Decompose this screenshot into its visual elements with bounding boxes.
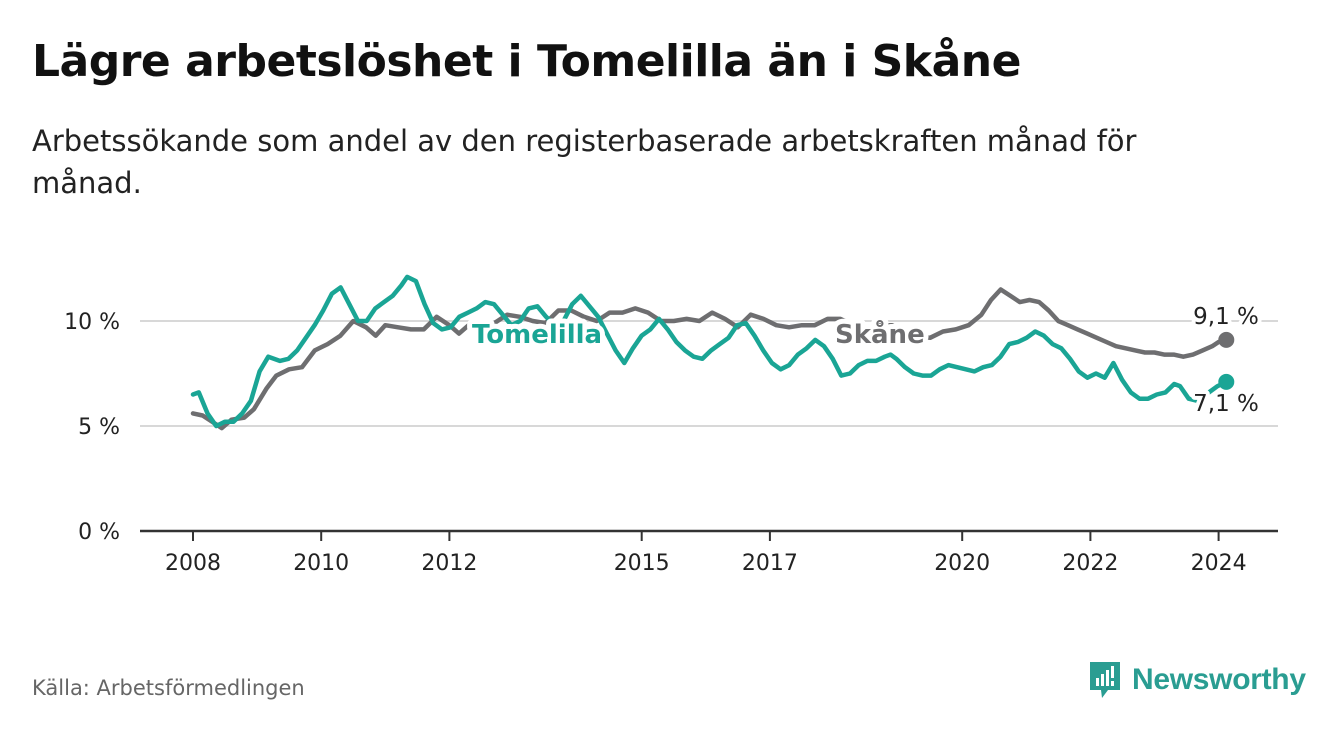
series-label-skane: Skåne (835, 318, 925, 350)
end-label-tomelilla-halo: 7,1 % (1193, 391, 1259, 417)
y-tick-label: 5 % (78, 415, 120, 440)
x-tick-label: 2020 (934, 551, 990, 576)
x-tick-label: 2017 (742, 551, 798, 576)
series-label-skane-halo: Skåne (835, 318, 925, 350)
x-tick-label: 2012 (421, 551, 477, 576)
end-label-skane-halo: 9,1 % (1193, 304, 1259, 330)
chart-title: Lägre arbetslöshet i Tomelilla än i Skån… (32, 36, 1021, 87)
end-label-skane: 9,1 % (1193, 304, 1259, 330)
brand-logo: Newsworthy (1088, 660, 1306, 700)
x-tick-label: 2008 (165, 551, 221, 576)
series-line-tomelilla (190, 274, 1229, 429)
end-point-tomelilla (1218, 373, 1235, 390)
x-tick-label: 2015 (614, 551, 670, 576)
axes: 0 % 5 % 10 % 2008 2010 2012 2015 2017 2020 2022 20… (64, 310, 1278, 576)
x-tick-label: 2022 (1062, 551, 1118, 576)
source-note: Källa: Arbetsförmedlingen (32, 676, 305, 700)
end-point-skane (1218, 331, 1235, 348)
x-tick-label: 2010 (293, 551, 349, 576)
y-tick-label: 10 % (64, 310, 120, 335)
series-lines (190, 274, 1235, 431)
chart-subtitle: Arbetssökande som andel av den registerb… (32, 124, 1137, 200)
brand-name: Newsworthy (1132, 663, 1306, 696)
series-label-tomelilla-halo: Tomelilla (472, 320, 602, 350)
y-tick-label: 0 % (78, 520, 120, 545)
newsworthy-logo-icon (1090, 662, 1120, 698)
end-label-tomelilla: 7,1 % (1193, 391, 1259, 417)
series-label-tomelilla: Tomelilla (472, 320, 602, 350)
x-tick-label: 2024 (1191, 551, 1247, 576)
gridlines (140, 320, 1278, 427)
